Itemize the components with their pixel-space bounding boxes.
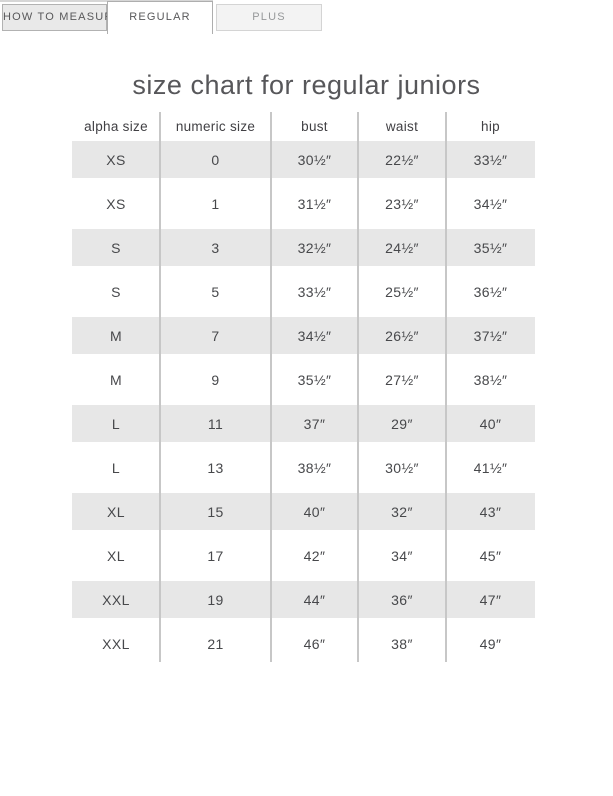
table-cell: L [111,415,121,432]
column-separator [357,112,359,662]
table-row: L 11 37″ 29″ 40″ [72,405,535,442]
column-separator [159,112,161,662]
table-cell: 35½″ [473,239,508,256]
table-cell: 36″ [391,591,413,608]
table-cell: XS [106,151,126,168]
table-cell: 21 [207,635,224,652]
table-cell: 30½″ [297,151,332,168]
table-cell: 49″ [479,635,502,652]
table-cell: 44″ [303,591,326,608]
table-cell: 38½″ [297,459,332,476]
table-cell: M [109,371,123,388]
table-cell: 45″ [479,547,502,564]
table-cell: XL [107,547,125,564]
table-row: XL 17 42″ 34″ 45″ [72,537,535,574]
table-row: XXL 19 44″ 36″ 47″ [72,581,535,618]
table-cell: 19 [207,591,224,608]
tab-how-to-measure[interactable]: HOW TO MEASURE [2,4,121,31]
table-cell: 9 [211,371,220,388]
table-cell: XL [107,503,125,520]
top-edge-strip [0,0,213,2]
table-row: M 7 34½″ 26½″ 37½″ [72,317,535,354]
table-cell: 33½″ [473,151,508,168]
table-cell: 22½″ [385,151,419,168]
table-row: L 13 38½″ 30½″ 41½″ [72,449,535,486]
table-cell: 31½″ [297,195,332,212]
table-cell: 27½″ [385,371,419,388]
table-cell: 40″ [479,415,502,432]
column-header: numeric size [175,119,256,134]
table-cell: 47″ [479,591,502,608]
table-cell: 37″ [303,415,326,432]
column-separator [445,112,447,662]
table-cell: 26½″ [385,327,419,344]
table-body: XS 0 30½″ 22½″ 33½″ XS 1 31½″ 23½″ 34½″ S 3 32½″ 24½″… [72,141,535,662]
table-cell: 15 [207,503,224,520]
table-cell: XXL [102,591,130,608]
table-cell: 36½″ [473,283,508,300]
table-cell: 32½″ [297,239,332,256]
column-header: alpha size [84,119,148,134]
tab-plus[interactable]: PLUS [216,4,322,31]
table-cell: 43″ [479,503,502,520]
table-cell: 34½″ [297,327,332,344]
table-cell: 25½″ [385,283,419,300]
table-row: M 9 35½″ 27½″ 38½″ [72,361,535,398]
table-row: XS 1 31½″ 23½″ 34½″ [72,185,535,222]
table-cell: 37½″ [473,327,508,344]
table-cell: L [111,459,121,476]
tab-regular[interactable]: REGULAR [107,1,213,34]
table-cell: 0 [211,151,220,168]
table-row: S 3 32½″ 24½″ 35½″ [72,229,535,266]
table-cell: 3 [211,239,220,256]
table-row: XS 0 30½″ 22½″ 33½″ [72,141,535,178]
table-cell: 40″ [303,503,326,520]
table-cell: 46″ [303,635,326,652]
table-cell: 34½″ [473,195,508,212]
column-header: bust [301,119,328,134]
table-cell: 34″ [391,547,413,564]
column-header: hip [481,119,500,134]
table-cell: 35½″ [297,371,332,388]
column-header: waist [385,119,419,134]
table-cell: 42″ [303,547,326,564]
table-cell: 7 [211,327,220,344]
table-cell: 13 [207,459,224,476]
table-cell: 41½″ [473,459,508,476]
table-cell: 32″ [391,503,413,520]
table-cell: S [111,283,121,300]
size-chart-table: alpha size numeric size bust waist hip XS 0 30… [72,112,535,662]
table-header-row: alpha size numeric size bust waist hip [72,112,535,141]
table-cell: 17 [207,547,224,564]
table-cell: 5 [211,283,220,300]
table-cell: 24½″ [385,239,419,256]
table-cell: S [111,239,121,256]
table-cell: 30½″ [385,459,419,476]
table-cell: 1 [211,195,220,212]
table-cell: 29″ [391,415,413,432]
table-row: S 5 33½″ 25½″ 36½″ [72,273,535,310]
table-row: XXL 21 46″ 38″ 49″ [72,625,535,662]
table-cell: 11 [207,415,224,432]
table-cell: M [109,327,123,344]
table-cell: 33½″ [297,283,332,300]
table-cell: XXL [102,635,130,652]
table-cell: 23½″ [385,195,419,212]
table-row: XL 15 40″ 32″ 43″ [72,493,535,530]
column-separator [270,112,272,662]
table-cell: 38″ [391,635,413,652]
page-title: size chart for regular juniors [132,70,481,100]
table-cell: 38½″ [473,371,508,388]
table-cell: XS [106,195,126,212]
